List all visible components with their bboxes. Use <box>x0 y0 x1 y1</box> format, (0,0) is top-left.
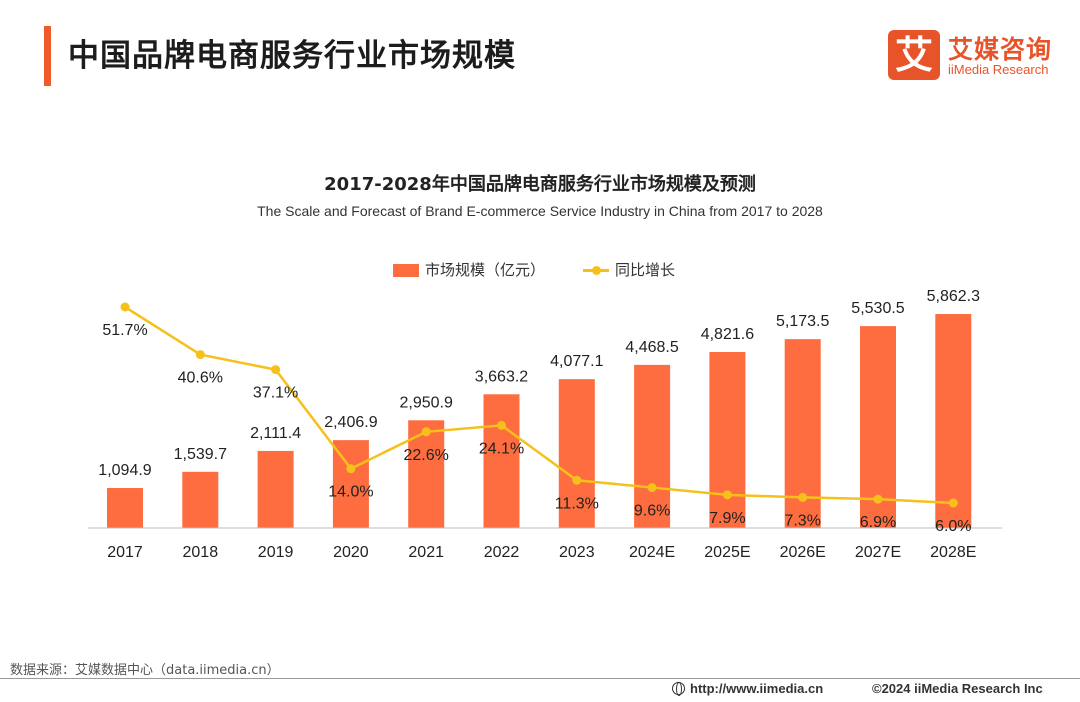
bar-label-2019: 2,111.4 <box>250 425 301 442</box>
bar-label-2027E: 5,530.5 <box>851 300 904 317</box>
growth-label-2024E: 9.6% <box>634 503 670 520</box>
x-tick-2021: 2021 <box>408 544 444 561</box>
iimedia-logo: 艾 艾媒咨询 iiMedia Research <box>888 30 1068 82</box>
growth-label-2022: 24.1% <box>479 440 524 457</box>
growth-label-2026E: 7.3% <box>784 512 820 529</box>
bar-value-labels: 1,094.9 1,539.7 2,111.4 2,406.9 2,950.9 3,663… <box>98 288 980 479</box>
logo-english-name: iiMedia Research <box>948 62 1049 77</box>
bar-label-2024E: 4,468.5 <box>625 339 678 356</box>
x-tick-2026E: 2026E <box>780 544 826 561</box>
footer-url-text[interactable]: http://www.iimedia.cn <box>690 681 824 696</box>
growth-point-2017 <box>120 302 130 312</box>
data-source-note: 数据来源：艾媒数据中心（data.iimedia.cn） <box>10 663 280 678</box>
bar-label-2028E: 5,862.3 <box>927 288 980 305</box>
legend-label-market-size: 市场规模（亿元） <box>425 261 546 279</box>
x-tick-2022: 2022 <box>484 544 520 561</box>
growth-point-2020 <box>346 464 356 474</box>
growth-point-2026E <box>798 492 808 502</box>
x-tick-2019: 2019 <box>258 544 294 561</box>
growth-line-series <box>120 302 958 508</box>
logo-chinese-name: 艾媒咨询 <box>948 35 1053 64</box>
footer-website-link[interactable]: http://www.iimedia.cn <box>672 681 823 696</box>
x-tick-2028E: 2028E <box>930 544 976 561</box>
growth-point-2027E <box>873 494 883 504</box>
bar-label-2020: 2,406.9 <box>324 414 377 431</box>
x-tick-2027E: 2027E <box>855 544 901 561</box>
growth-label-2025E: 7.9% <box>709 510 745 527</box>
bar-label-2018: 1,539.7 <box>174 446 227 463</box>
bar-2018 <box>182 471 219 528</box>
growth-label-2021: 22.6% <box>404 447 449 464</box>
growth-label-2018: 40.6% <box>178 370 223 387</box>
bar-2028E <box>935 314 972 528</box>
growth-point-2019 <box>271 365 281 375</box>
footer-divider <box>0 678 1080 679</box>
bar-2019 <box>257 450 294 528</box>
growth-value-labels: 51.7% 40.6% 37.1% 14.0% 22.6% 24.1% 11.3% 9.6% 7… <box>102 322 971 535</box>
bar-label-2025E: 4,821.6 <box>701 326 754 343</box>
growth-label-2028E: 6.0% <box>935 518 971 535</box>
x-tick-2024E: 2024E <box>629 544 675 561</box>
bar-2024E <box>634 364 671 528</box>
bar-2025E <box>709 351 746 528</box>
growth-label-2020: 14.0% <box>328 484 373 501</box>
x-tick-2018: 2018 <box>183 544 219 561</box>
bar-label-2017: 1,094.9 <box>98 462 151 479</box>
x-tick-2020: 2020 <box>333 544 369 561</box>
bar-2023 <box>558 379 595 528</box>
x-tick-2025E: 2025E <box>704 544 750 561</box>
growth-point-2021 <box>421 427 431 437</box>
bar-label-2026E: 5,173.5 <box>776 313 829 330</box>
legend-dot-swatch <box>592 266 601 275</box>
x-tick-2023: 2023 <box>559 544 595 561</box>
growth-point-2022 <box>497 420 506 430</box>
legend-label-yoy-growth: 同比增长 <box>615 261 676 279</box>
growth-point-2028E <box>948 498 958 508</box>
bar-label-2022: 3,663.2 <box>475 368 528 385</box>
growth-label-2017: 51.7% <box>102 322 147 339</box>
x-axis-tick-labels: 2017 2018 2019 2020 2021 2022 2023 2024E 2025E 20… <box>107 544 976 561</box>
growth-point-2024E <box>647 483 657 493</box>
growth-label-2019: 37.1% <box>253 385 298 402</box>
chart-subtitle: The Scale and Forecast of Brand E-commer… <box>257 203 823 219</box>
chart-title: 2017-2028年中国品牌电商服务行业市场规模及预测 <box>324 174 756 195</box>
x-tick-2017: 2017 <box>107 544 143 561</box>
growth-line <box>124 305 954 505</box>
footer-copyright: ©2024 iiMedia Research Inc <box>872 681 1043 696</box>
page-title: 中国品牌电商服务行业市场规模 <box>68 38 516 74</box>
growth-label-2027E: 6.9% <box>860 514 896 531</box>
growth-point-2023 <box>572 475 582 485</box>
bar-2022 <box>483 394 520 528</box>
growth-point-2025E <box>722 490 732 500</box>
legend-bar-swatch <box>393 264 419 277</box>
growth-point-2018 <box>195 350 205 360</box>
logo-mark-icon: 艾 <box>888 30 940 80</box>
bar-2017 <box>107 488 143 528</box>
bar-label-2021: 2,950.9 <box>400 394 453 411</box>
bar-label-2023: 4,077.1 <box>550 353 603 370</box>
bar-2021 <box>408 420 445 528</box>
bar-2027E <box>860 326 896 528</box>
growth-label-2023: 11.3% <box>555 495 599 512</box>
globe-icon <box>672 682 685 696</box>
title-accent-bar <box>44 26 51 86</box>
bar-series <box>107 314 972 528</box>
